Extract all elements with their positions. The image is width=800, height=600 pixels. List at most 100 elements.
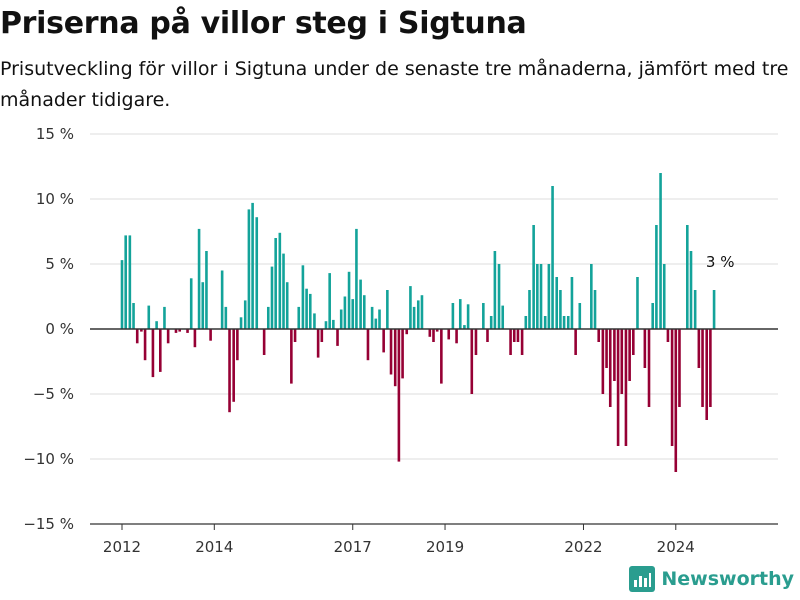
bar: [274, 238, 277, 329]
bar: [147, 305, 151, 329]
x-tick-label: 2014: [195, 538, 233, 556]
bar: [359, 279, 362, 329]
bar: [316, 329, 320, 358]
bar: [347, 271, 351, 329]
bar: [678, 329, 681, 407]
bar: [205, 251, 208, 329]
bar: [174, 329, 178, 333]
bar: [197, 228, 201, 329]
bar: [120, 260, 124, 329]
x-tick-label: 2024: [657, 538, 695, 556]
page-title: Priserna på villor steg i Sigtuna: [0, 6, 527, 41]
bar: [393, 329, 397, 387]
bar: [463, 325, 466, 329]
bar: [651, 303, 654, 329]
bar: [266, 306, 270, 329]
bar: [166, 329, 170, 344]
y-tick-label: 0 %: [45, 320, 74, 338]
bar: [239, 317, 243, 329]
bar: [163, 306, 166, 329]
bar: [432, 329, 435, 342]
bar: [409, 286, 412, 329]
bar: [547, 264, 551, 329]
bar: [543, 316, 547, 329]
bar: [643, 329, 647, 368]
bar: [655, 225, 658, 329]
axes: [90, 328, 778, 530]
y-tick-label: 10 %: [36, 190, 74, 208]
bar: [674, 329, 678, 472]
bar: [428, 329, 432, 337]
bar: [493, 251, 497, 329]
bar: [128, 235, 132, 329]
bar: [709, 329, 712, 407]
bar: [336, 329, 339, 346]
bar: [578, 303, 582, 329]
bar: [528, 290, 531, 329]
bar: [509, 329, 512, 355]
bar: [320, 329, 324, 342]
bar: [193, 329, 197, 348]
bar: [224, 306, 228, 329]
bar: [647, 329, 651, 407]
newsworthy-logo-icon: [629, 566, 656, 592]
bar: [524, 316, 528, 329]
brand-name: Newsworthy: [661, 568, 794, 590]
bar: [297, 306, 301, 329]
bar: [458, 299, 462, 329]
bar: [520, 329, 524, 355]
bar: [705, 329, 708, 420]
bar: [151, 329, 155, 378]
bar: [497, 264, 501, 329]
bar: [308, 293, 312, 329]
bar: [466, 304, 470, 329]
bar: [132, 303, 135, 329]
bar: [689, 251, 693, 329]
bar: [370, 306, 374, 329]
bar: [613, 329, 616, 381]
bar: [686, 225, 689, 329]
y-tick-label: −15 %: [23, 515, 74, 533]
page-subtitle: Prisutveckling för villor i Sigtuna unde…: [0, 58, 789, 111]
bar: [290, 329, 293, 384]
bar: [328, 273, 331, 329]
bar: [593, 290, 597, 329]
bar: [712, 290, 716, 329]
bar: [124, 235, 127, 329]
bar: [624, 329, 628, 446]
bar: [489, 316, 493, 329]
bar: [608, 329, 612, 407]
bar: [293, 329, 297, 342]
bar: [143, 329, 147, 361]
bar: [670, 329, 674, 446]
x-tick-label: 2012: [103, 538, 141, 556]
bar: [440, 329, 443, 384]
bar: [659, 173, 662, 329]
bar: [632, 329, 635, 355]
bar: [351, 299, 355, 329]
bar: [559, 290, 562, 329]
bar: [620, 329, 624, 394]
y-tick-label: −5 %: [33, 385, 74, 403]
bar: [209, 329, 212, 341]
bar: [666, 329, 670, 342]
bar: [362, 295, 366, 329]
bar: [532, 225, 535, 329]
bar: [339, 309, 343, 329]
bar: [201, 282, 205, 329]
y-tick-label: 5 %: [45, 255, 74, 273]
bar: [189, 278, 193, 329]
bar: [555, 277, 559, 329]
bar: [601, 329, 605, 394]
bar: [255, 217, 259, 329]
bars: [120, 173, 716, 472]
y-tick-label: 15 %: [36, 125, 74, 143]
bar: [313, 313, 316, 329]
bar: [693, 290, 697, 329]
bar: [251, 202, 254, 329]
bar: [228, 329, 231, 413]
bar: [155, 321, 158, 329]
bar: [416, 300, 420, 329]
bar: [247, 209, 251, 329]
bar: [378, 309, 381, 329]
